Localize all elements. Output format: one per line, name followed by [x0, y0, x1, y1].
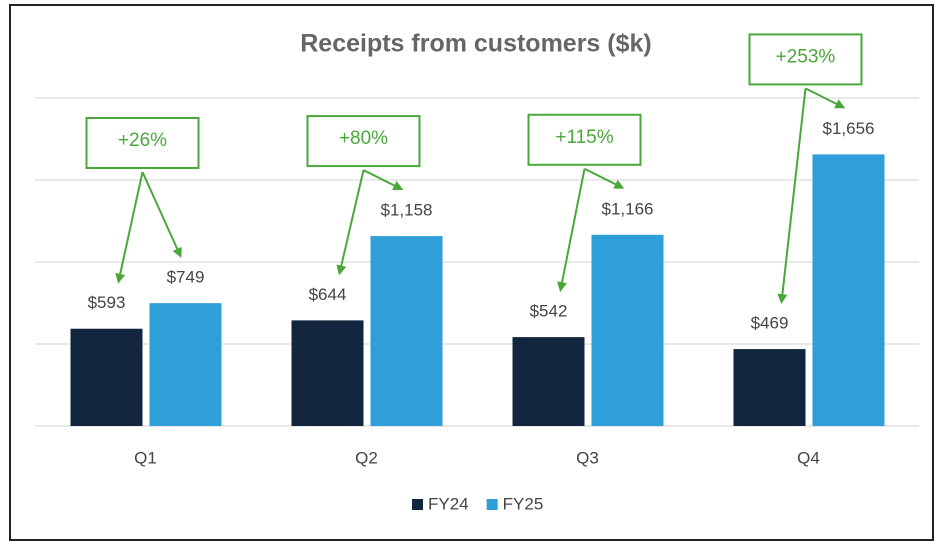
- x-tick-label: Q3: [576, 448, 599, 467]
- annotation-box: [748, 33, 863, 86]
- value-label: $1,166: [602, 199, 654, 218]
- value-label: $1,656: [823, 119, 875, 138]
- annotation-arrow: [584, 167, 625, 189]
- chart-frame: [9, 4, 934, 541]
- value-label: $749: [167, 268, 205, 287]
- legend-swatch: [486, 499, 498, 510]
- legend-label: FY24: [428, 494, 469, 513]
- x-tick-label: Q1: [134, 448, 157, 467]
- annotation-box: [527, 113, 642, 166]
- bar: [733, 349, 806, 426]
- annotation: +115%: [555, 127, 613, 148]
- bar: [812, 154, 885, 426]
- annotation: +80%: [339, 128, 388, 149]
- value-label: $542: [530, 302, 568, 321]
- annotation-arrow: [115, 171, 144, 284]
- annotation-arrow: [805, 87, 846, 109]
- annotation: +26%: [118, 130, 167, 151]
- annotation-arrow: [557, 168, 586, 293]
- bar: [370, 236, 443, 426]
- x-tick-label: Q2: [355, 448, 378, 467]
- chart-title: Receipts from customers ($k): [300, 30, 652, 58]
- bar: [149, 303, 222, 426]
- bar: [591, 234, 664, 426]
- legend-label: FY25: [503, 494, 544, 513]
- annotation-arrow: [363, 169, 404, 190]
- legend-swatch: [412, 499, 423, 510]
- value-label: $644: [309, 285, 347, 304]
- annotation-box: [85, 117, 200, 169]
- value-label: $469: [751, 314, 789, 333]
- value-label: $1,158: [381, 201, 433, 220]
- bar: [70, 328, 143, 426]
- annotation-arrow: [141, 171, 182, 258]
- annotation-arrow: [777, 88, 807, 305]
- bar: [291, 320, 364, 426]
- annotation-arrow: [336, 169, 365, 276]
- annotation-box: [306, 115, 421, 168]
- value-label: $593: [88, 293, 126, 312]
- bar: [512, 337, 585, 426]
- annotation: +253%: [776, 46, 836, 67]
- x-tick-label: Q4: [797, 448, 820, 467]
